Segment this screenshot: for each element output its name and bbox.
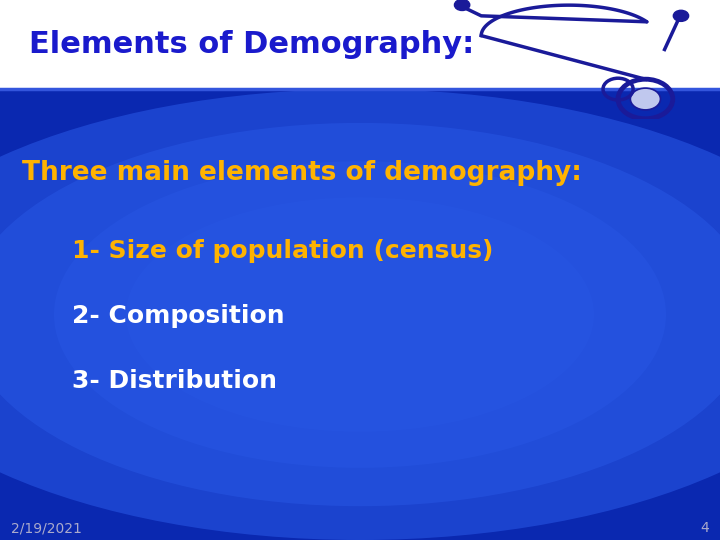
Ellipse shape xyxy=(0,123,720,506)
Text: Three main elements of demography:: Three main elements of demography: xyxy=(22,160,582,186)
Text: 2/19/2021: 2/19/2021 xyxy=(11,521,81,535)
Circle shape xyxy=(673,10,688,22)
Ellipse shape xyxy=(0,89,720,540)
Text: 2- Composition: 2- Composition xyxy=(72,304,284,328)
Text: 1- Size of population (census): 1- Size of population (census) xyxy=(72,239,493,263)
Text: 3- Distribution: 3- Distribution xyxy=(72,369,277,393)
FancyBboxPatch shape xyxy=(0,89,720,540)
Text: 4: 4 xyxy=(701,521,709,535)
Text: Elements of Demography:: Elements of Demography: xyxy=(29,30,474,59)
FancyBboxPatch shape xyxy=(0,0,720,89)
Circle shape xyxy=(631,88,660,110)
Circle shape xyxy=(454,0,469,10)
Ellipse shape xyxy=(126,197,594,432)
Ellipse shape xyxy=(54,161,666,468)
